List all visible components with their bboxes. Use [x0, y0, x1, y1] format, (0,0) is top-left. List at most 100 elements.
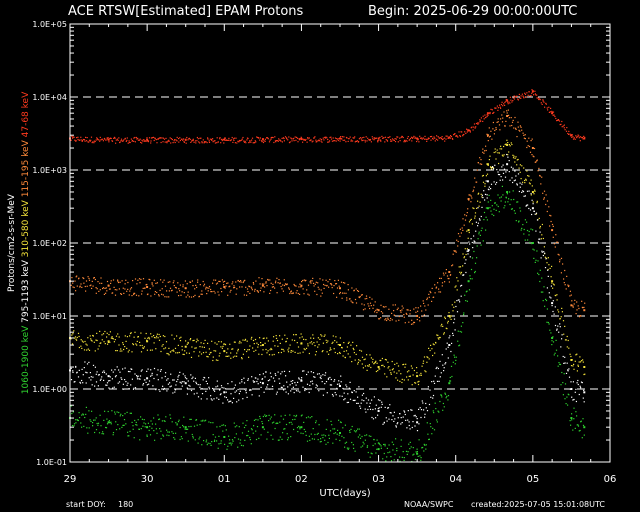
- data-point: [565, 288, 567, 290]
- data-point: [77, 419, 79, 421]
- data-point: [385, 139, 387, 141]
- data-point: [121, 140, 123, 142]
- data-point: [229, 285, 231, 287]
- legend-entry: 1060-1900 keV: [21, 325, 31, 394]
- data-point: [71, 135, 73, 137]
- data-point: [533, 210, 535, 212]
- data-point: [387, 367, 389, 369]
- data-point: [257, 346, 259, 348]
- data-point: [182, 139, 184, 141]
- data-point: [385, 460, 387, 462]
- data-point: [320, 438, 322, 440]
- data-point: [299, 352, 301, 354]
- data-point: [550, 285, 552, 287]
- data-point: [344, 282, 346, 284]
- data-point: [401, 378, 403, 380]
- data-point: [414, 414, 416, 416]
- data-point: [211, 399, 213, 401]
- data-point: [378, 318, 381, 320]
- data-point: [194, 294, 196, 296]
- data-point: [542, 300, 544, 302]
- data-point: [289, 141, 291, 143]
- data-point: [380, 447, 382, 449]
- data-point: [243, 294, 245, 296]
- data-point: [242, 136, 244, 139]
- data-point: [575, 411, 577, 413]
- data-point: [330, 283, 332, 285]
- data-point: [165, 341, 168, 343]
- data-point: [137, 137, 139, 139]
- data-point: [295, 390, 298, 392]
- data-point: [135, 343, 137, 345]
- data-point: [281, 348, 283, 350]
- data-point: [227, 348, 229, 350]
- data-point: [338, 419, 340, 421]
- data-point: [126, 347, 128, 349]
- data-point: [317, 140, 319, 142]
- data-point: [139, 378, 141, 380]
- data-point: [528, 145, 531, 148]
- data-point: [151, 427, 153, 429]
- data-point: [82, 382, 84, 384]
- data-point: [296, 290, 298, 292]
- data-point: [501, 148, 503, 150]
- data-point: [285, 391, 287, 393]
- data-point: [329, 136, 331, 139]
- data-point: [520, 229, 522, 231]
- data-point: [473, 235, 475, 237]
- data-point: [175, 422, 177, 424]
- data-point: [547, 257, 549, 259]
- data-point: [577, 379, 579, 382]
- data-point: [564, 398, 566, 400]
- data-point: [464, 214, 466, 216]
- data-point: [213, 440, 216, 442]
- data-point: [497, 194, 499, 196]
- data-point: [140, 370, 142, 372]
- data-point: [86, 427, 88, 429]
- data-point: [131, 295, 133, 297]
- data-point: [395, 320, 397, 322]
- data-point: [114, 289, 116, 291]
- data-point: [227, 282, 229, 284]
- data-point: [382, 137, 384, 139]
- data-point: [230, 400, 232, 402]
- data-point: [469, 243, 471, 245]
- data-point: [528, 175, 530, 177]
- data-point: [90, 139, 92, 141]
- data-point: [277, 439, 279, 441]
- data-point: [220, 442, 222, 444]
- data-point: [497, 171, 499, 173]
- data-point: [290, 137, 292, 139]
- data-point: [133, 387, 135, 389]
- data-point: [85, 280, 88, 282]
- data-point: [224, 137, 226, 139]
- data-point: [341, 292, 344, 294]
- data-point: [518, 190, 520, 193]
- data-point: [315, 139, 317, 141]
- data-point: [495, 107, 497, 109]
- data-point: [361, 303, 363, 305]
- data-point: [535, 94, 537, 96]
- data-point: [161, 293, 163, 295]
- data-point: [490, 166, 492, 168]
- data-point: [484, 114, 486, 116]
- data-point: [508, 114, 510, 116]
- data-point: [500, 107, 502, 109]
- data-point: [477, 200, 479, 202]
- data-point: [567, 369, 569, 371]
- data-point: [485, 149, 487, 152]
- data-point: [570, 381, 572, 383]
- data-point: [232, 281, 234, 283]
- data-point: [557, 325, 559, 327]
- data-point: [274, 140, 276, 142]
- data-point: [77, 136, 79, 138]
- data-point: [445, 138, 447, 140]
- data-point: [493, 111, 495, 113]
- data-point: [108, 288, 111, 290]
- data-point: [259, 290, 261, 292]
- data-point: [489, 207, 491, 209]
- data-point: [529, 95, 531, 97]
- data-point: [230, 393, 232, 395]
- data-point: [486, 173, 489, 175]
- data-point: [529, 183, 531, 185]
